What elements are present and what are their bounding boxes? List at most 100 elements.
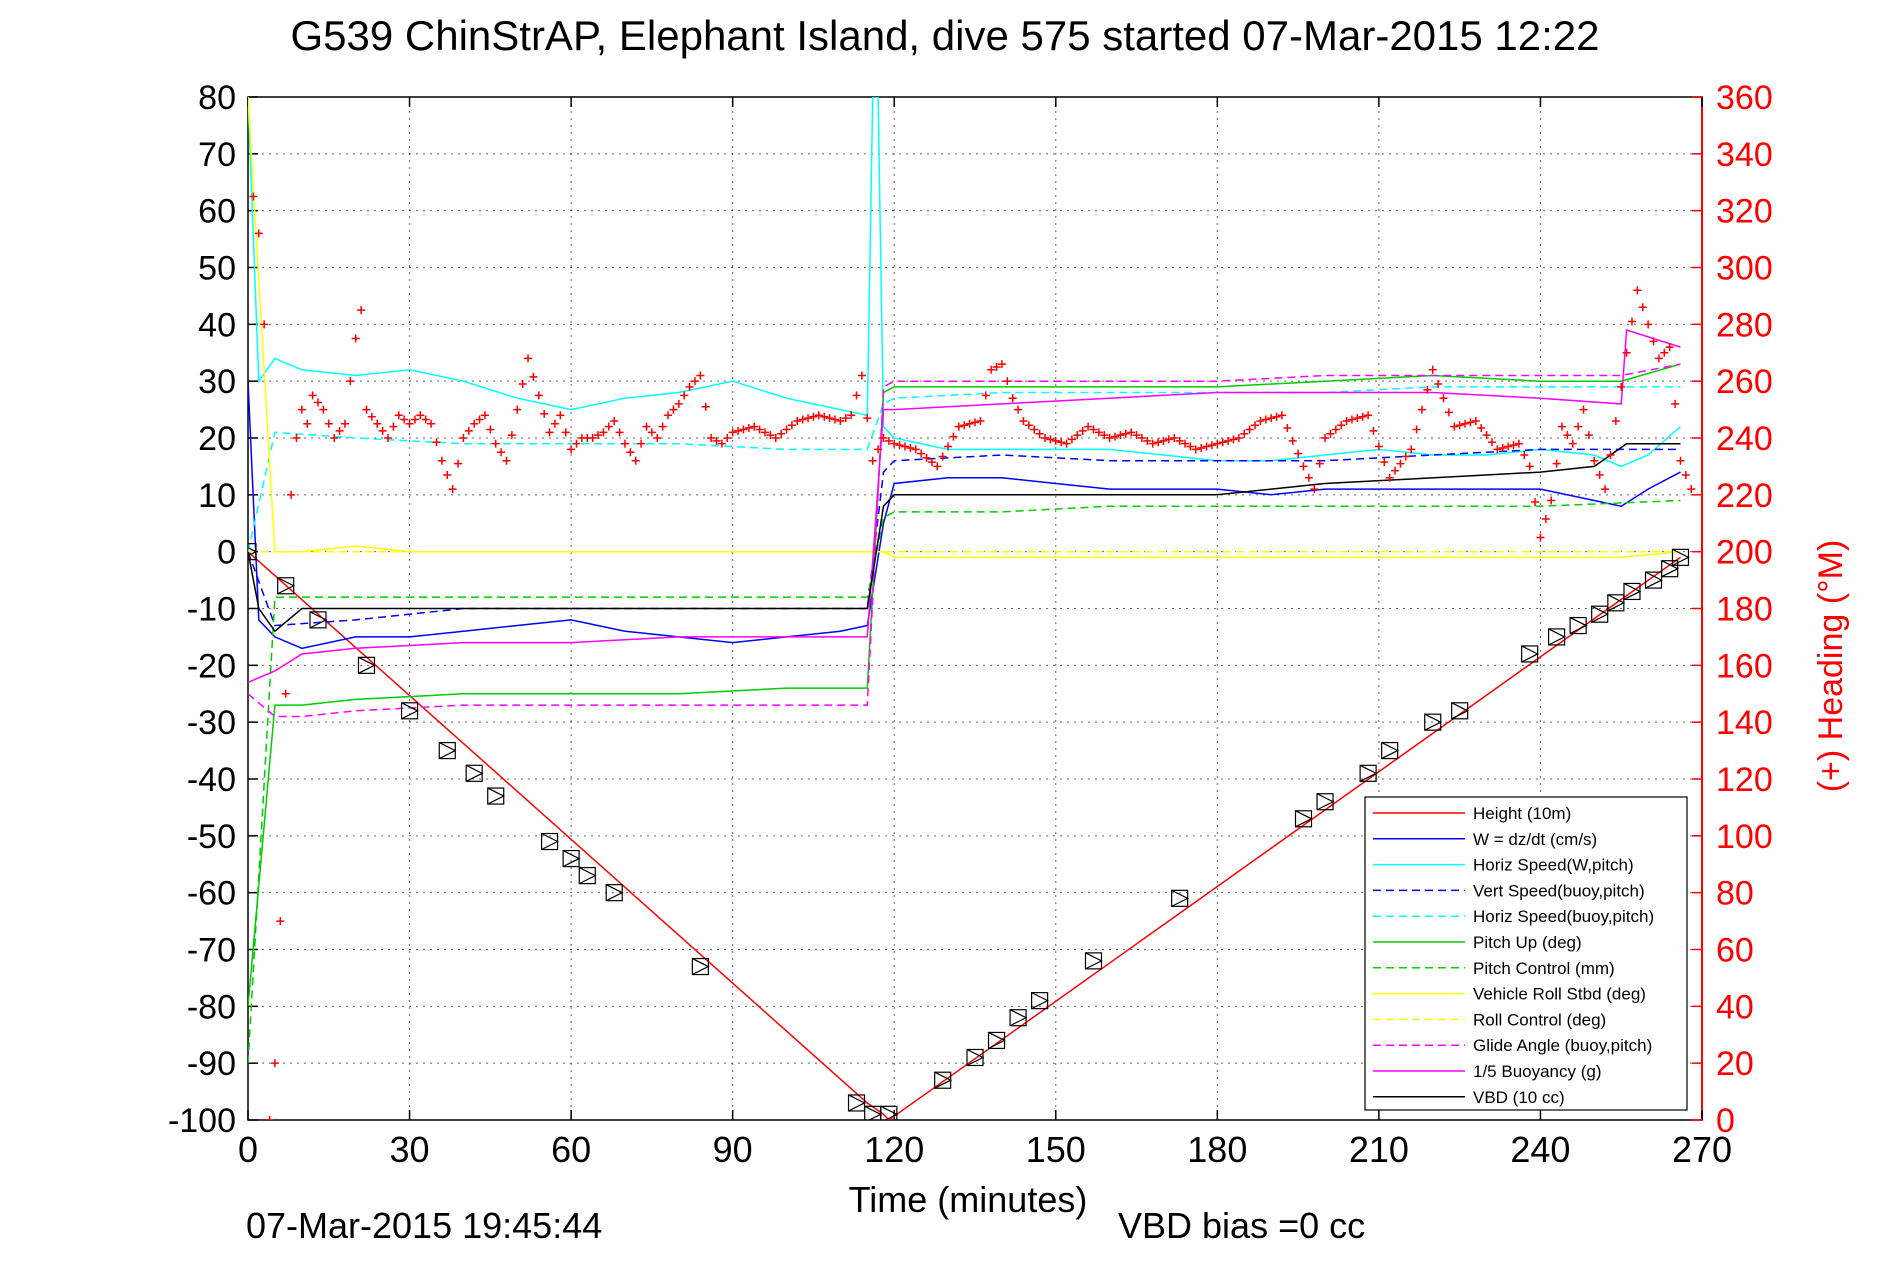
heading-marker: [1229, 435, 1238, 444]
heading-marker: [760, 428, 769, 437]
legend-label: Pitch Up (deg): [1473, 933, 1582, 952]
height-marker: [1547, 628, 1566, 646]
heading-marker: [1240, 429, 1249, 438]
heading-marker: [1277, 411, 1286, 420]
heading-marker: [1121, 429, 1130, 438]
heading-marker: [1493, 445, 1502, 454]
height-marker: [1171, 889, 1189, 907]
heading-marker: [900, 442, 909, 451]
heading-marker: [314, 398, 323, 407]
heading-marker: [804, 414, 813, 423]
heading-marker: [1024, 421, 1033, 430]
height-marker: [1031, 992, 1049, 1010]
heading-marker: [976, 416, 985, 425]
series-line: [248, 442, 1681, 633]
heading-marker: [1654, 354, 1663, 363]
y2-tick-label: 160: [1716, 647, 1773, 685]
height-marker: [1294, 810, 1313, 828]
height-marker-box: [691, 957, 709, 976]
y-tick-label: 30: [198, 363, 236, 401]
heading-marker: [1127, 428, 1136, 437]
height-marker-tri: [1607, 594, 1626, 612]
heading-marker: [281, 689, 290, 698]
y2-tick-label: 120: [1716, 761, 1773, 799]
height-marker: [691, 957, 710, 976]
height-marker-tri: [1661, 560, 1680, 578]
heading-marker: [696, 371, 705, 380]
legend: Height (10m) W = dz/dt (cm/s) Horiz Speed(…: [1364, 796, 1688, 1111]
heading-marker: [1321, 434, 1330, 442]
y-tick-label: -70: [187, 932, 236, 970]
heading-marker: [847, 411, 856, 420]
heading-marker: [1466, 418, 1475, 427]
height-marker-tri: [988, 1031, 1006, 1049]
heading-marker: [1423, 385, 1432, 394]
height-marker-tri: [358, 656, 376, 674]
legend-label: Roll Control (deg): [1473, 1010, 1606, 1029]
legend-label: Glide Angle (buoy,pitch): [1473, 1036, 1652, 1055]
series-line: [248, 97, 1681, 559]
height-marker-box: [1547, 628, 1566, 646]
heading-marker: [507, 431, 516, 440]
series-line: [248, 448, 1681, 627]
heading-marker: [1627, 317, 1636, 326]
height-marker: [309, 611, 328, 629]
height-marker-tri: [1316, 793, 1335, 811]
heading-marker: [1509, 441, 1518, 450]
heading-marker: [1547, 496, 1556, 505]
heading-marker: [712, 436, 721, 445]
legend-label: 1/5 Buoyancy (g): [1473, 1062, 1602, 1081]
height-marker-tri: [401, 702, 419, 720]
heading-marker: [1154, 438, 1163, 447]
heading-marker: [1574, 422, 1583, 431]
heading-marker: [340, 419, 349, 428]
heading-marker: [470, 419, 479, 428]
heading-marker: [513, 405, 522, 414]
heading-marker: [1094, 428, 1103, 437]
height-marker-tri: [1009, 1009, 1028, 1027]
heading-marker: [270, 1059, 279, 1068]
heading-marker: [1644, 320, 1653, 329]
height-marker-tri: [248, 546, 258, 557]
heading-marker: [394, 411, 403, 420]
y2-tick-label: 40: [1716, 988, 1754, 1026]
height-marker-tri: [562, 850, 581, 868]
height-marker: [880, 1105, 899, 1120]
heading-marker: [367, 412, 376, 421]
heading-marker: [1207, 441, 1216, 450]
heading-marker: [798, 415, 807, 424]
height-marker-tri: [1623, 582, 1642, 600]
height-marker: [847, 1094, 866, 1112]
heading-marker: [1369, 426, 1378, 435]
height-marker-tri: [1359, 764, 1378, 782]
heading-marker: [260, 320, 269, 329]
heading-marker: [486, 425, 495, 434]
heading-marker: [1595, 470, 1604, 479]
y-tick-label: -60: [187, 875, 236, 913]
heading-marker: [1073, 431, 1082, 440]
heading-marker: [459, 434, 468, 442]
heading-marker: [324, 419, 333, 428]
heading-marker: [1084, 422, 1093, 431]
heading-marker: [884, 436, 893, 445]
y-tick-label: -30: [187, 704, 236, 742]
heading-marker: [432, 438, 441, 447]
footer-timestamp: 07-Mar-2015 19:45:44: [246, 1205, 602, 1246]
heading-marker: [680, 391, 689, 400]
heading-marker: [1455, 421, 1464, 430]
heading-marker: [1649, 337, 1658, 346]
heading-marker: [1213, 439, 1222, 448]
heading-marker: [1385, 473, 1394, 482]
height-marker-box: [1084, 952, 1103, 970]
y-tick-label: 40: [198, 306, 236, 344]
heading-marker: [319, 405, 328, 414]
height-marker: [1644, 571, 1663, 589]
heading-marker: [1218, 438, 1227, 447]
y2-tick-label: 280: [1716, 306, 1773, 344]
y2-tick-label: 0: [1716, 1102, 1735, 1140]
heading-marker: [610, 416, 619, 425]
heading-marker: [879, 434, 888, 442]
heading-marker: [734, 426, 743, 435]
